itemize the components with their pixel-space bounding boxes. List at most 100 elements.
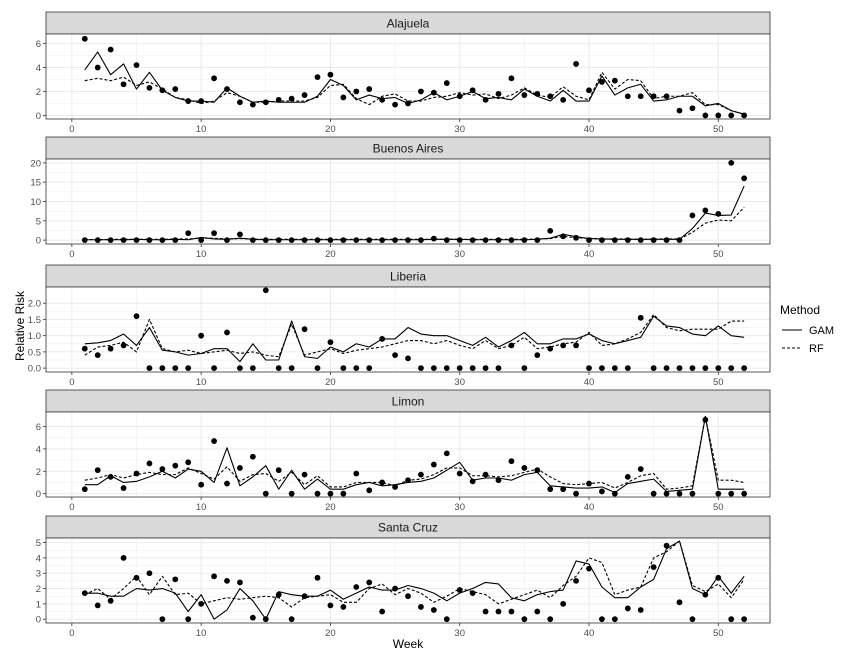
observed-point <box>547 616 554 623</box>
observed-point <box>676 599 683 606</box>
observed-point <box>586 565 592 572</box>
x-tick-label: 0 <box>69 124 74 135</box>
panel-title: Limon <box>392 395 425 409</box>
observed-point <box>469 87 476 94</box>
observed-point <box>443 365 450 372</box>
y-tick-label: 4 <box>36 63 41 74</box>
y-tick-label: 5 <box>36 216 41 227</box>
observed-point <box>327 339 334 346</box>
observed-point <box>560 233 567 240</box>
legend-label: RF <box>809 343 824 355</box>
observed-point <box>224 329 230 336</box>
panel-buenos-aires: Buenos Aires 0 5 10 15 20 0 10 20 30 40 50 <box>30 136 771 260</box>
observed-point <box>482 365 489 372</box>
series-line-rf <box>84 71 745 115</box>
observed-point <box>676 107 683 114</box>
observed-point <box>314 574 321 581</box>
observed-point <box>146 84 153 91</box>
observed-point <box>340 94 347 101</box>
observed-point <box>611 237 618 244</box>
observed-point <box>650 365 657 372</box>
observed-point <box>366 237 373 244</box>
observed-point <box>327 237 334 244</box>
observed-point <box>495 237 502 244</box>
panel-border <box>45 537 771 624</box>
y-tick-label: 20 <box>30 158 41 169</box>
observed-point <box>237 99 243 106</box>
y-tick-label: 2 <box>36 467 41 478</box>
y-tick-label: 1 <box>36 599 41 610</box>
observed-point <box>741 365 748 372</box>
y-tick-label: 0 <box>36 615 41 626</box>
y-tick-label: 5 <box>36 538 41 549</box>
series-line-gam <box>84 540 745 620</box>
observed-point <box>624 237 631 244</box>
observed-point <box>715 112 722 119</box>
observed-point <box>521 237 528 244</box>
x-tick-label: 10 <box>196 124 207 135</box>
observed-point <box>133 313 140 320</box>
observed-point <box>249 101 256 108</box>
observed-point <box>198 98 205 104</box>
observed-point <box>728 490 735 497</box>
observed-point <box>728 112 735 119</box>
observed-point <box>741 175 748 182</box>
observed-point <box>107 237 114 244</box>
observed-point <box>262 490 269 497</box>
observed-point <box>340 365 347 372</box>
observed-point <box>172 576 179 583</box>
observed-point <box>650 490 657 497</box>
observed-point <box>211 573 217 580</box>
observed-point <box>611 77 618 84</box>
observed-point <box>327 602 334 609</box>
observed-point <box>495 90 502 97</box>
observed-point <box>314 490 321 497</box>
x-tick-label: 30 <box>454 628 465 639</box>
observed-point <box>120 342 127 349</box>
observed-point <box>650 237 657 244</box>
observed-point <box>689 212 696 219</box>
x-tick-label: 20 <box>325 377 336 388</box>
observed-point <box>689 616 696 623</box>
observed-point <box>741 490 748 497</box>
observed-point <box>611 365 618 372</box>
observed-point <box>637 314 644 321</box>
observed-point <box>637 237 644 244</box>
observed-point <box>405 477 411 484</box>
series-line-gam <box>84 51 745 115</box>
observed-point <box>353 88 360 95</box>
observed-point <box>366 487 373 494</box>
observed-point <box>288 490 295 497</box>
y-tick-label: 4 <box>36 553 41 564</box>
observed-point <box>314 74 321 80</box>
observed-point <box>275 96 282 103</box>
observed-point <box>586 365 592 372</box>
observed-point <box>456 365 463 372</box>
observed-point <box>159 616 166 623</box>
x-tick-label: 20 <box>325 502 336 513</box>
legend-title: Method <box>780 303 820 317</box>
observed-point <box>133 574 140 581</box>
observed-point <box>508 237 515 244</box>
y-tick-label: 0.5 <box>28 347 41 358</box>
observed-point <box>508 608 515 615</box>
observed-point <box>469 237 476 244</box>
observed-point <box>224 480 230 487</box>
observed-point <box>560 342 567 349</box>
observed-point <box>689 490 696 497</box>
series-line-gam <box>84 315 745 363</box>
observed-point <box>573 490 579 497</box>
panel-border <box>45 286 771 373</box>
observed-point <box>392 237 398 244</box>
observed-point <box>482 471 489 478</box>
observed-point <box>560 486 567 493</box>
observed-point <box>482 237 489 244</box>
observed-point <box>521 616 528 623</box>
observed-point <box>237 365 243 372</box>
observed-point <box>702 416 709 423</box>
observed-point <box>340 237 347 244</box>
legend: Method GAM RF <box>780 303 834 355</box>
observed-point <box>314 365 321 372</box>
observed-point <box>405 593 411 600</box>
